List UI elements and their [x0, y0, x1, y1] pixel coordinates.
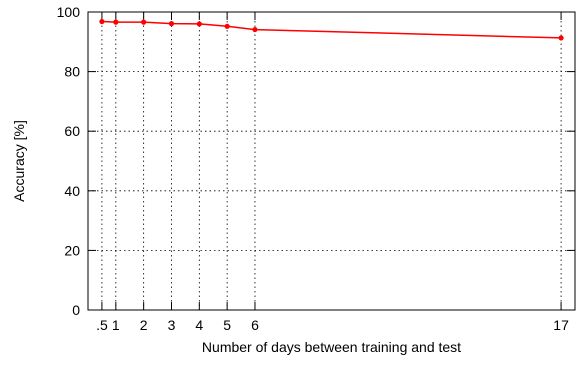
data-point: [113, 19, 119, 25]
x-tick-label: 6: [251, 317, 259, 333]
data-point: [558, 35, 564, 41]
y-tick-label: 100: [57, 4, 81, 20]
y-tick-label: 60: [64, 123, 80, 139]
data-point: [224, 23, 230, 29]
y-tick-label: 80: [64, 64, 80, 80]
data-point: [252, 26, 258, 33]
y-tick-label: 0: [72, 302, 80, 318]
plot-frame: [87, 11, 576, 311]
x-tick-label: .5: [96, 317, 108, 333]
x-tick-label: 3: [168, 317, 176, 333]
data-point: [99, 18, 105, 25]
x-tick-label: 4: [195, 317, 203, 333]
y-tick-label: 40: [64, 183, 80, 199]
data-point: [196, 21, 202, 27]
data-point: [168, 21, 175, 27]
x-tick-label: 17: [553, 317, 569, 333]
x-tick-label: 2: [140, 317, 148, 333]
ticks-layer: 0 20 40 60 80 100 .5 1 2 3 4 5 6 17: [57, 4, 575, 333]
data-point: [141, 19, 147, 25]
x-tick-label: 5: [223, 317, 231, 333]
series-line: [101, 20, 562, 39]
grid-layer: [88, 12, 575, 310]
y-tick-label: 20: [64, 242, 80, 258]
y-axis-label: Accuracy [%]: [11, 120, 27, 202]
x-axis-label: Number of days between training and test: [202, 339, 461, 355]
series-layer: [99, 18, 564, 41]
x-tick-label: 1: [112, 317, 120, 333]
